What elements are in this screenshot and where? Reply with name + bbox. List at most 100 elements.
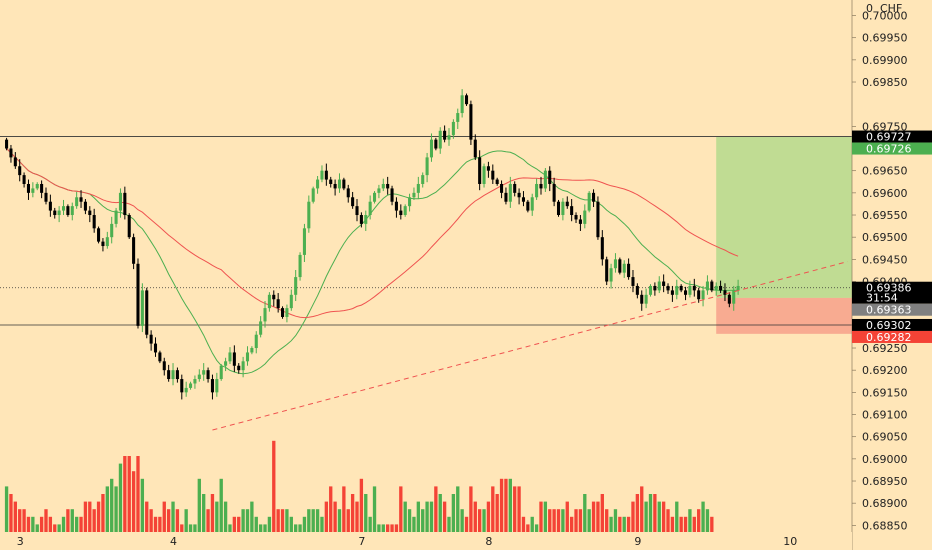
target-zone xyxy=(716,136,852,298)
candle-body xyxy=(197,374,201,380)
candle-body xyxy=(372,192,377,202)
volume-bar xyxy=(232,516,237,532)
candle-body xyxy=(364,215,368,224)
price-tag xyxy=(852,318,932,331)
candle-body xyxy=(657,281,661,291)
volume-bar xyxy=(438,494,442,532)
candle-body xyxy=(679,285,683,291)
price-tick-label: 0.70000 xyxy=(862,10,908,23)
candle-body xyxy=(513,183,517,193)
candle-body xyxy=(482,166,486,184)
volume-bar xyxy=(267,516,272,532)
candle-body xyxy=(688,285,692,295)
price-tick-label: 0.69200 xyxy=(862,364,908,377)
candle-body xyxy=(241,361,245,371)
volume-bar xyxy=(482,509,486,532)
price-axis[interactable]: 0.700000.699500.699000.698500.697500.697… xyxy=(852,10,908,533)
candle-body xyxy=(267,294,271,309)
candle-body xyxy=(543,170,547,189)
candle-body xyxy=(692,285,696,291)
candle-body xyxy=(451,121,455,136)
candle-body xyxy=(329,179,333,184)
volume-bar xyxy=(460,509,464,532)
volume-bar xyxy=(399,486,403,532)
candle-body xyxy=(574,215,578,220)
volume-bar xyxy=(574,509,578,532)
settings-icon[interactable]: 0 xyxy=(866,2,873,15)
candle-body xyxy=(127,215,131,238)
volume-bar xyxy=(298,524,302,532)
volume-bar xyxy=(57,524,61,532)
volume-bar xyxy=(307,509,311,532)
volume-bar xyxy=(136,456,140,532)
candle-body xyxy=(565,201,569,207)
volume-bar xyxy=(381,524,385,532)
volume-bar xyxy=(504,478,508,532)
candle-body xyxy=(307,201,311,229)
trendline[interactable] xyxy=(212,261,848,431)
candle-body xyxy=(578,219,582,224)
candle-body xyxy=(31,188,35,193)
position-zones[interactable] xyxy=(716,136,852,334)
candle-body xyxy=(202,370,206,375)
candle-body xyxy=(97,228,101,242)
candle-body xyxy=(215,379,219,393)
candle-body xyxy=(232,352,236,366)
volume-bar xyxy=(320,516,324,532)
volume-bar xyxy=(276,509,280,532)
volume-bar xyxy=(473,501,477,532)
volume-bar xyxy=(294,524,298,532)
candle-body xyxy=(184,387,188,393)
time-tick-label: 8 xyxy=(485,535,492,548)
candle-body xyxy=(600,237,604,260)
price-tag xyxy=(852,303,932,316)
volume-bar xyxy=(609,516,613,532)
candle-body xyxy=(316,179,320,189)
candle-body xyxy=(425,157,429,176)
candle-body xyxy=(408,197,412,207)
candle-body xyxy=(469,104,473,140)
volume-bar xyxy=(670,516,675,532)
volume-bar xyxy=(635,494,640,532)
candle-body xyxy=(101,241,105,247)
volume-bar xyxy=(372,486,377,532)
volume-bar xyxy=(486,501,491,532)
volume-bar xyxy=(184,509,188,532)
volume-bar xyxy=(508,478,512,532)
volume-bar xyxy=(583,494,587,532)
candle-body xyxy=(35,183,39,189)
candle-body xyxy=(342,179,346,189)
price-tag-label: 0.69282 xyxy=(866,331,912,344)
volume-bar xyxy=(127,456,131,532)
volume-bar xyxy=(311,509,315,532)
candle-body xyxy=(250,348,254,353)
volume-bar xyxy=(653,494,657,532)
volume-bar xyxy=(657,501,661,532)
candle-body xyxy=(684,290,688,295)
volume-bar xyxy=(451,494,456,532)
candle-body xyxy=(48,201,52,211)
volume-bar xyxy=(131,471,136,532)
volume-bar xyxy=(123,456,127,532)
volume-bar xyxy=(407,509,412,532)
volume-bar xyxy=(149,509,153,532)
price-tick-label: 0.68900 xyxy=(862,497,908,510)
candle-body xyxy=(631,277,635,286)
candle-body xyxy=(618,259,622,273)
time-axis[interactable]: 3 4 7 8 9 10 xyxy=(17,535,798,548)
volume-bar xyxy=(26,516,31,532)
candle-body xyxy=(386,183,390,189)
candle-body xyxy=(145,290,149,335)
volume-bar xyxy=(18,509,22,532)
volume-bar xyxy=(394,524,399,532)
volume-bar xyxy=(640,486,644,532)
candle-body xyxy=(710,281,714,291)
time-tick-label: 3 xyxy=(17,535,24,548)
candle-body xyxy=(44,192,48,202)
price-tick-label: 0.68850 xyxy=(862,519,908,532)
candle-body xyxy=(346,188,350,198)
price-tick-label: 0.69250 xyxy=(862,342,908,355)
price-tick-label: 0.69950 xyxy=(862,32,908,45)
